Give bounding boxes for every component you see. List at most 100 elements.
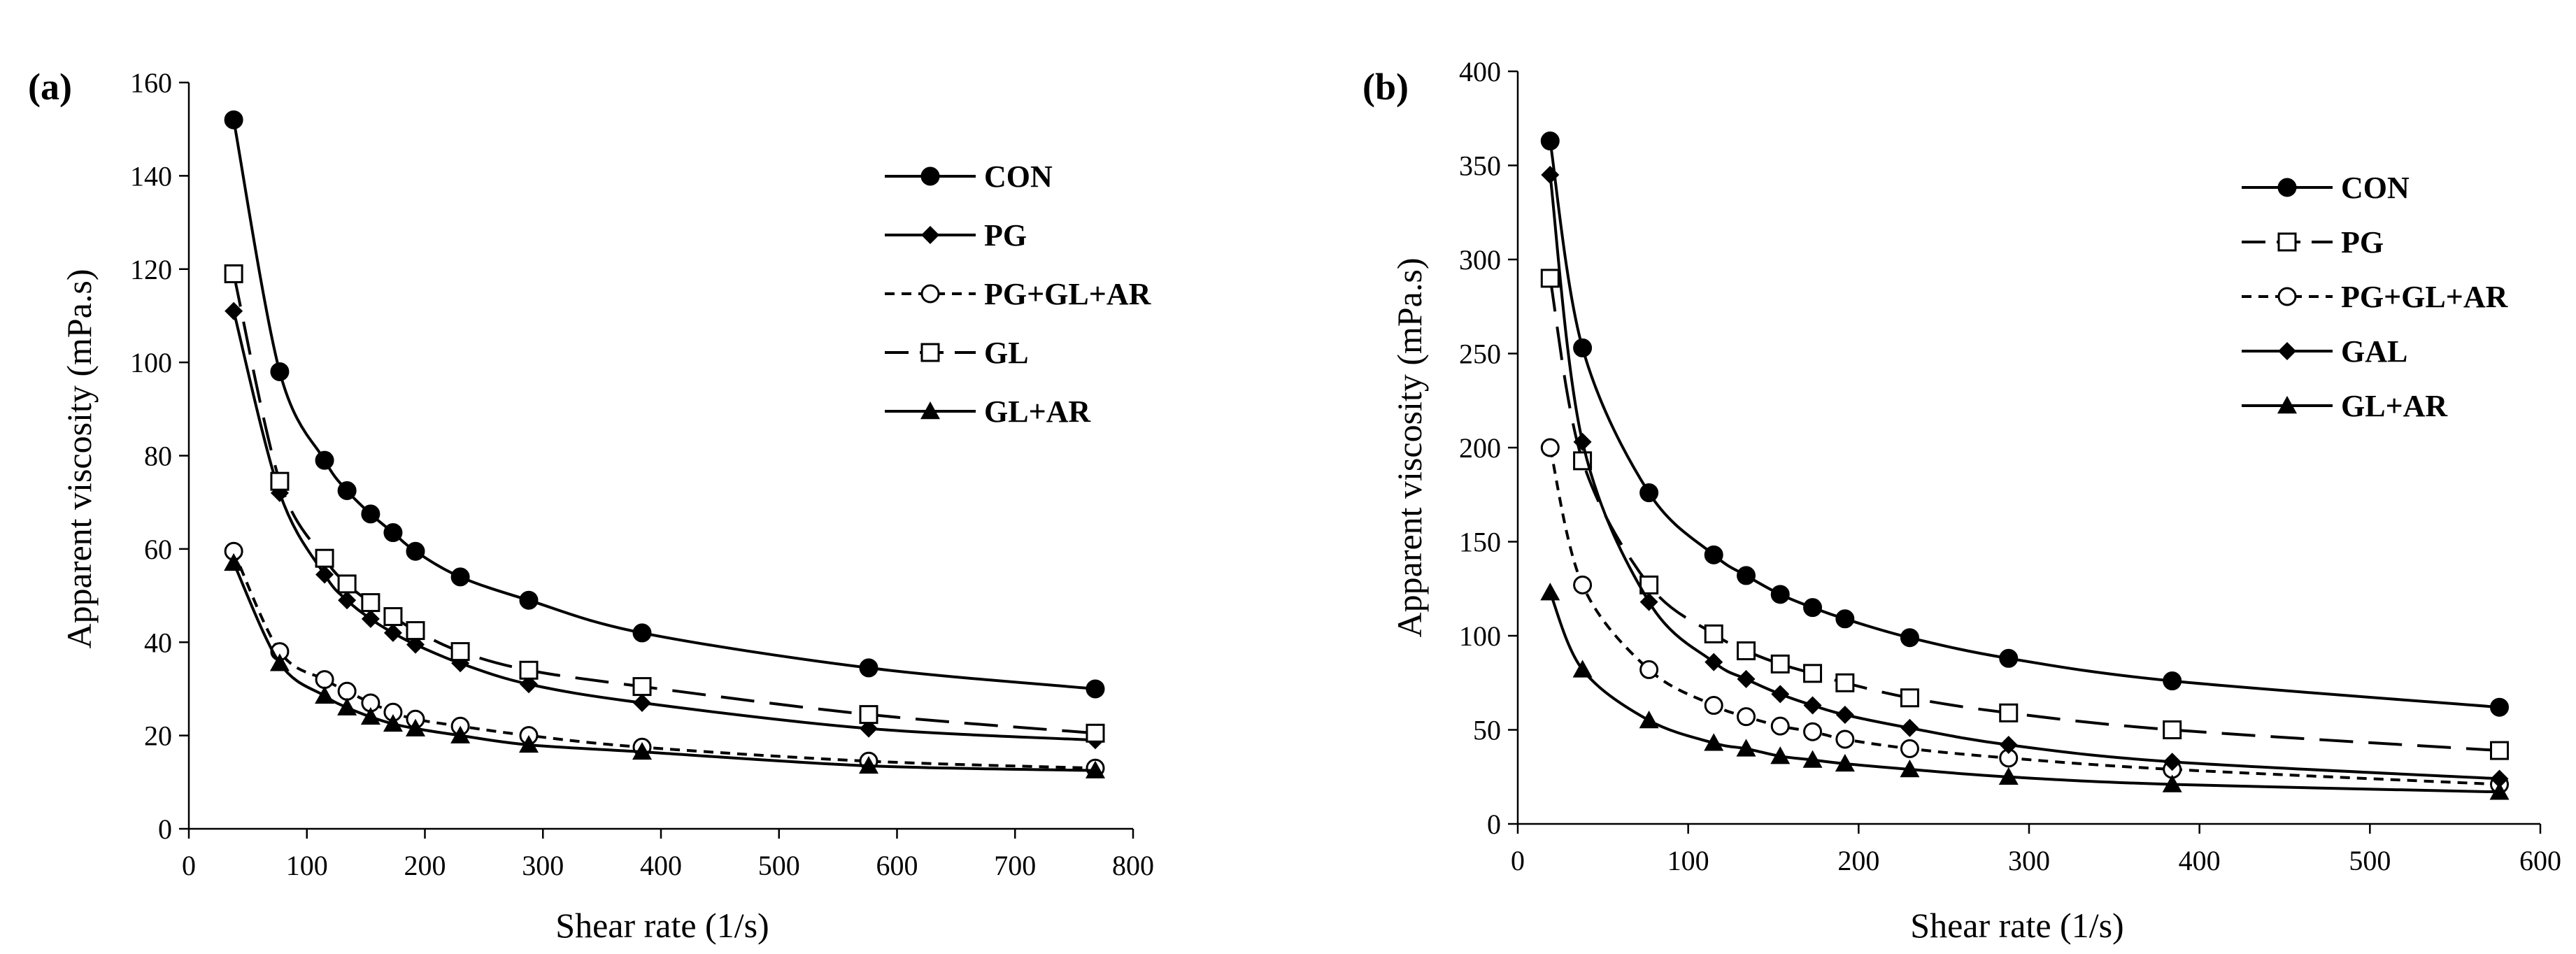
y-tick-label: 100 xyxy=(1459,620,1501,652)
series-PG xyxy=(225,301,1104,750)
data-point xyxy=(1639,711,1659,729)
x-tick-label: 400 xyxy=(640,850,682,881)
legend-item: CON xyxy=(2242,171,2410,205)
data-point xyxy=(383,523,403,543)
legend-marker xyxy=(920,343,940,362)
data-point xyxy=(1540,583,1560,601)
legend-item: PG+GL+AR xyxy=(885,277,1152,311)
data-point xyxy=(2163,720,2182,739)
data-point xyxy=(1900,759,1920,778)
data-point xyxy=(2490,741,2510,760)
legend-label: PG xyxy=(984,218,1027,252)
data-point xyxy=(1572,660,1593,678)
series-line xyxy=(232,273,1096,735)
x-tick-label: 700 xyxy=(994,850,1036,881)
data-point xyxy=(337,574,357,594)
data-point xyxy=(315,450,334,470)
data-point xyxy=(1573,432,1592,451)
legend-label: CON xyxy=(984,159,1053,194)
series-GL+AR xyxy=(224,553,1105,778)
data-point xyxy=(1540,438,1560,457)
y-tick-label: 80 xyxy=(144,441,172,472)
data-point xyxy=(2490,769,2509,788)
legend-label: GAL xyxy=(2341,334,2407,369)
x-tick-label: 200 xyxy=(1837,845,1879,876)
legend-marker xyxy=(2277,287,2297,306)
data-point xyxy=(1704,696,1723,716)
series-line xyxy=(232,562,1096,772)
data-point xyxy=(519,734,539,753)
data-point xyxy=(632,741,652,760)
legend-label: PG+GL+AR xyxy=(2341,280,2509,314)
data-point xyxy=(519,590,539,610)
y-tick-label: 40 xyxy=(144,627,172,658)
legend-item: GL+AR xyxy=(2242,389,2448,423)
x-tick-label: 600 xyxy=(876,850,918,881)
x-axis-title: Shear rate (1/s) xyxy=(555,906,769,945)
data-point xyxy=(1540,131,1560,151)
data-point xyxy=(1900,739,1919,758)
legend-marker xyxy=(921,226,939,244)
x-tick-label: 200 xyxy=(404,850,446,881)
data-point xyxy=(360,706,380,725)
data-point xyxy=(1835,673,1855,692)
data-point xyxy=(859,755,878,774)
series-line xyxy=(1549,592,2500,794)
data-point xyxy=(337,697,357,716)
legend-label: PG+GL+AR xyxy=(984,277,1152,311)
legend-label: PG xyxy=(2341,225,2384,259)
data-point xyxy=(383,713,403,732)
panel-b: (b) Apparent viscosity (mPa.s) Shear rat… xyxy=(1362,56,2561,945)
legend-marker xyxy=(2277,232,2297,252)
data-point xyxy=(361,593,380,613)
x-tick-label: 100 xyxy=(286,850,328,881)
data-point xyxy=(315,670,334,690)
data-point xyxy=(1573,575,1593,595)
legend-marker xyxy=(920,401,940,420)
x-tick-label: 500 xyxy=(2349,845,2391,876)
y-tick-label: 140 xyxy=(130,160,172,192)
data-point xyxy=(315,548,334,568)
legend-item: PG xyxy=(885,218,1027,252)
data-point xyxy=(1900,628,1919,648)
data-point xyxy=(1835,753,1855,772)
x-tick-label: 800 xyxy=(1112,850,1154,881)
data-point xyxy=(1770,746,1791,764)
data-point xyxy=(1737,566,1756,585)
legend-item: CON xyxy=(885,159,1053,194)
data-point xyxy=(270,362,290,381)
data-point xyxy=(859,705,878,725)
data-point xyxy=(1704,733,1724,751)
data-point xyxy=(1999,703,2019,722)
data-point xyxy=(2163,671,2182,691)
data-point xyxy=(383,607,403,627)
data-point xyxy=(633,693,651,712)
data-point xyxy=(1803,598,1823,618)
panel-label: (b) xyxy=(1362,66,1409,108)
legend-item: GL+AR xyxy=(885,394,1091,429)
data-point xyxy=(361,504,380,524)
x-tick-label: 600 xyxy=(2519,845,2561,876)
legend-label: GL+AR xyxy=(2341,389,2448,423)
data-point xyxy=(1835,609,1855,629)
legend-marker xyxy=(2277,396,2297,414)
data-point xyxy=(383,623,402,642)
data-point xyxy=(337,481,357,501)
y-tick-label: 20 xyxy=(144,720,172,752)
series-GL+AR xyxy=(1540,583,2510,800)
data-point xyxy=(315,565,334,584)
data-point xyxy=(315,685,335,704)
data-point xyxy=(519,660,539,680)
data-point xyxy=(1900,688,1919,708)
data-point xyxy=(406,718,425,736)
plot-area: 0 50 100 150 200 250 300 350 400 0 100 200 300 400 500… xyxy=(1459,56,2561,876)
data-point xyxy=(269,653,290,671)
legend-item: PG xyxy=(2242,225,2384,259)
y-tick-label: 120 xyxy=(130,254,172,285)
x-axis-title: Shear rate (1/s) xyxy=(1910,906,2123,945)
data-point xyxy=(520,675,538,694)
x-tick-label: 500 xyxy=(758,850,800,881)
series-CON xyxy=(224,110,1105,699)
legend-marker xyxy=(920,166,940,186)
legend-item: GL xyxy=(885,336,1029,370)
